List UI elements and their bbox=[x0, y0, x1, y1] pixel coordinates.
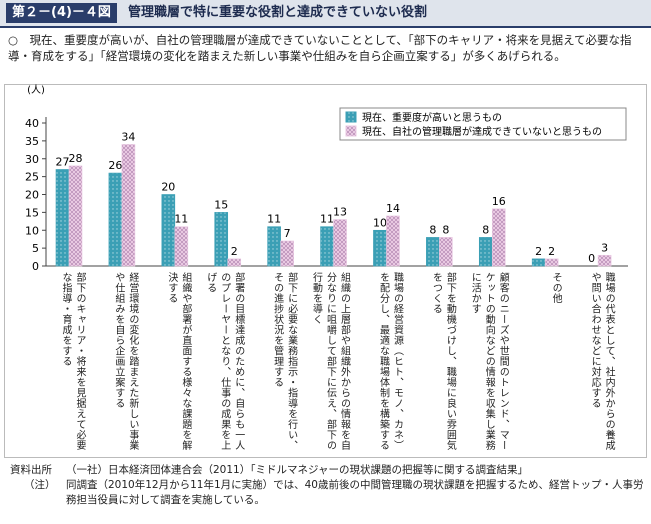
legend-box bbox=[339, 107, 627, 141]
bar bbox=[544, 258, 559, 267]
value-label: 8 bbox=[442, 223, 449, 236]
note-row: （注） 同調査（2010年12月から11年1月に実施）では、40歳前後の中間管理職… bbox=[10, 478, 646, 508]
y-tick-label: 40 bbox=[25, 117, 39, 130]
value-label: 11 bbox=[320, 213, 334, 226]
summary: ○ 現在、重要度が高いが、自社の管理職層が達成できていないこととして、「部下のキ… bbox=[8, 33, 632, 63]
x-tick-label: その他 bbox=[550, 272, 562, 304]
note-label: （注） bbox=[24, 479, 56, 491]
x-tick-label: 組織の上層部や組織外からの情報を自分なりに咀嚼して部下に伝え、部下の行動を導く bbox=[310, 272, 350, 451]
value-label: 16 bbox=[492, 195, 506, 208]
value-label: 0 bbox=[588, 252, 595, 265]
bar bbox=[426, 237, 440, 267]
bar bbox=[108, 172, 123, 267]
chart-frame bbox=[4, 84, 647, 458]
x-tick-label: 経営環境の変化を踏まえた新しい事業や仕組みを自ら企画立案する bbox=[112, 272, 138, 451]
bar bbox=[227, 258, 242, 267]
value-label: 26 bbox=[108, 159, 122, 172]
bar bbox=[333, 219, 347, 267]
value-label: 8 bbox=[482, 223, 489, 236]
bar bbox=[320, 226, 334, 267]
bar bbox=[161, 194, 176, 267]
y-tick-label: 0 bbox=[32, 260, 39, 273]
y-tick-label: 30 bbox=[25, 153, 39, 166]
x-tick-label: 部下に必要な業務指示・指導を行い、その進捗状況を管理する bbox=[271, 272, 297, 451]
legend-swatch bbox=[345, 111, 357, 123]
bar bbox=[68, 165, 83, 267]
source-row: 資料出所 （一社）日本経済団体連合会（2011）「ミドルマネジャーの現状課題の把握… bbox=[10, 463, 646, 478]
y-tick-label: 5 bbox=[32, 242, 39, 255]
y-tick-label: 35 bbox=[25, 135, 39, 148]
bar bbox=[267, 226, 281, 267]
y-tick-label: 15 bbox=[25, 206, 39, 219]
y-tick-label: 25 bbox=[25, 171, 39, 184]
bar bbox=[55, 169, 70, 267]
value-label: 11 bbox=[267, 213, 281, 226]
bar bbox=[439, 237, 453, 267]
value-label: 13 bbox=[333, 206, 347, 219]
bar bbox=[386, 215, 400, 267]
y-tick-label: 10 bbox=[25, 224, 39, 237]
bar bbox=[531, 258, 546, 267]
footer: 資料出所 （一社）日本経済団体連合会（2011）「ミドルマネジャーの現状課題の把握… bbox=[10, 463, 646, 508]
bar bbox=[597, 254, 612, 267]
value-label: 2 bbox=[535, 245, 542, 258]
value-label: 11 bbox=[174, 213, 188, 226]
value-label: 7 bbox=[284, 227, 291, 240]
value-label: 2 bbox=[231, 245, 238, 258]
value-label: 10 bbox=[373, 216, 387, 229]
x-tick-label: 顧客のニーズや世間のトレンド、マーケットの動向などの情報を収集し業務に活かす bbox=[469, 272, 509, 451]
header: 第２－(4)－４図 管理職層で特に重要な役割と達成できていない役割 bbox=[0, 0, 651, 28]
source-label: 資料出所 bbox=[10, 464, 52, 476]
x-tick-label: 部署の目標達成のために、自らも一人のプレーヤーとなり、仕事の成果を上げる bbox=[204, 272, 244, 451]
bar bbox=[478, 237, 493, 267]
bar bbox=[373, 229, 387, 267]
value-label: 20 bbox=[161, 181, 175, 194]
y-axis-label: (人) bbox=[27, 84, 45, 96]
bar bbox=[491, 208, 506, 267]
bar bbox=[280, 240, 294, 267]
figure-title: 管理職層で特に重要な役割と達成できていない役割 bbox=[128, 5, 428, 20]
source: （一社）日本経済団体連合会（2011）「ミドルマネジャーの現状課題の把握等に関す… bbox=[66, 464, 528, 476]
value-label: 34 bbox=[121, 130, 135, 143]
x-tick-label: 組織や部署が直面する様々な課題を解決する bbox=[165, 272, 191, 451]
value-label: 3 bbox=[601, 241, 608, 254]
legend-label: 現在、重要度が高いと思うもの bbox=[362, 111, 502, 124]
bar bbox=[174, 226, 189, 267]
x-tick-label: 部下のキャリア・将来を見据えて必要な指導・育成をする bbox=[60, 272, 85, 451]
value-label: 14 bbox=[386, 202, 400, 215]
value-label: 28 bbox=[69, 152, 83, 165]
value-label: 2 bbox=[548, 245, 555, 258]
value-label: 27 bbox=[56, 155, 70, 168]
y-tick-label: 20 bbox=[25, 189, 39, 202]
bar bbox=[214, 212, 229, 267]
value-label: 15 bbox=[214, 198, 228, 211]
note: 同調査（2010年12月から11年1月に実施）では、40歳前後の中間管理職の現状… bbox=[66, 479, 644, 506]
value-label: 8 bbox=[429, 223, 436, 236]
x-tick-label: 職場の代表として、社内外からの養成や問い合わせなどに対応する bbox=[589, 272, 615, 451]
x-tick-label: 職場の経営資源（ヒト、モノ、カネ）を配分し、最適な職場体制を構築する bbox=[377, 272, 403, 451]
legend-label: 現在、自社の管理職層が達成できていないと思うもの bbox=[362, 125, 602, 138]
bar bbox=[121, 144, 136, 267]
x-tick-label: 部下を動機づけし、職場に良い雰囲気をつくる bbox=[430, 272, 456, 451]
figure-number: 第２－(4)－４図 bbox=[6, 3, 117, 23]
legend-swatch bbox=[345, 125, 357, 137]
